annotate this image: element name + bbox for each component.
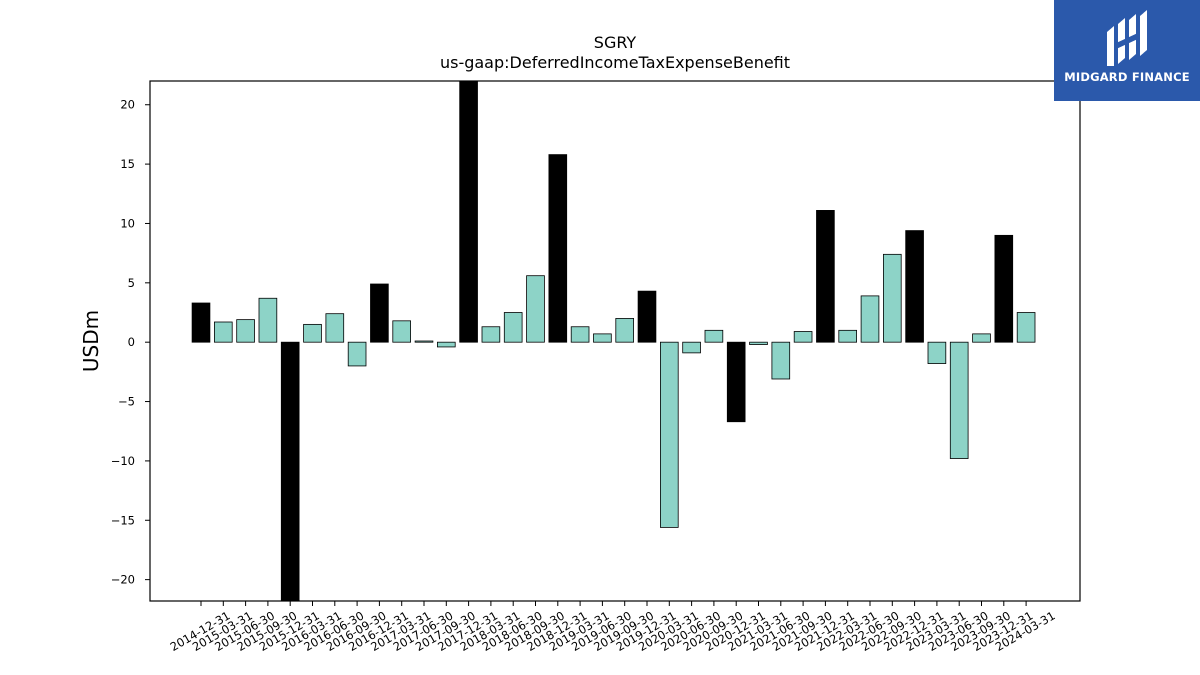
bar-2015-09-30 <box>258 297 278 343</box>
bar-2015-12-31 <box>280 341 300 601</box>
bar-2018-06-30 <box>503 312 523 343</box>
bar-2016-09-30 <box>347 341 367 367</box>
bar-2020-06-30 <box>682 341 701 354</box>
bar-2023-09-30 <box>972 333 991 343</box>
bar-2019-09-30 <box>615 318 634 343</box>
bar-2015-06-30 <box>236 319 255 343</box>
plot-frame <box>149 80 1081 602</box>
bar-2019-06-30 <box>593 333 612 343</box>
bar-2021-03-31 <box>749 341 768 345</box>
bar-2021-12-31 <box>816 210 835 343</box>
y-tick-label: 15 <box>120 157 135 171</box>
bars-group <box>191 81 1036 601</box>
bar-2018-09-30 <box>526 275 545 343</box>
bar-2022-09-30 <box>883 253 902 343</box>
y-axis-label: USDm <box>79 310 103 372</box>
y-tick-label: −10 <box>111 454 135 468</box>
bar-2017-03-31 <box>392 320 411 343</box>
bar-2016-03-31 <box>303 323 322 343</box>
bar-2022-12-31 <box>905 230 924 343</box>
y-tick-label: 20 <box>120 98 135 112</box>
y-tick-label: −20 <box>111 573 135 587</box>
midgard-finance-logo: MIDGARD FINANCE <box>1054 0 1200 101</box>
bar-2022-06-30 <box>860 295 880 343</box>
y-tick-label: 0 <box>128 335 135 349</box>
y-tick-label: −15 <box>111 513 135 527</box>
bar-2023-12-31 <box>994 234 1014 343</box>
bar-2023-03-31 <box>927 341 947 364</box>
bar-2017-06-30 <box>414 340 434 343</box>
bar-2022-03-31 <box>838 329 857 343</box>
bar-2015-03-31 <box>213 321 233 343</box>
bar-2023-06-30 <box>949 341 969 459</box>
bar-2020-12-31 <box>726 341 746 423</box>
y-tick-label: −5 <box>118 395 135 409</box>
bar-2024-03-31 <box>1016 312 1036 343</box>
bar-2019-12-31 <box>637 290 657 343</box>
bar-2018-12-31 <box>548 154 568 343</box>
bar-2020-09-30 <box>704 329 724 343</box>
bar-2020-03-31 <box>660 341 679 528</box>
chart-title: SGRY <box>594 33 637 52</box>
bar-2017-12-31 <box>459 81 478 343</box>
bar-2021-09-30 <box>793 331 813 343</box>
bar-2016-06-30 <box>325 313 345 343</box>
bar-2016-12-31 <box>370 283 389 343</box>
bar-2019-03-31 <box>570 326 590 343</box>
y-tick-label: 5 <box>128 276 135 290</box>
y-tick-label: 10 <box>120 216 135 230</box>
bar-2021-06-30 <box>771 341 791 380</box>
bar-2018-03-31 <box>481 326 501 343</box>
bar-2014-12-31 <box>191 302 211 343</box>
midgard-logo-icon <box>1107 10 1147 66</box>
chart-subtitle: us-gaap:DeferredIncomeTaxExpenseBenefit <box>440 53 790 72</box>
bar-2017-09-30 <box>436 341 456 348</box>
x-axis-ticks: 2014-12-312015-03-312015-06-302015-09-30… <box>168 601 1058 654</box>
y-axis-ticks: −20 −15 −10 −5 0 5 10 15 20 <box>111 98 150 587</box>
brand-name: MIDGARD FINANCE <box>1064 70 1190 84</box>
